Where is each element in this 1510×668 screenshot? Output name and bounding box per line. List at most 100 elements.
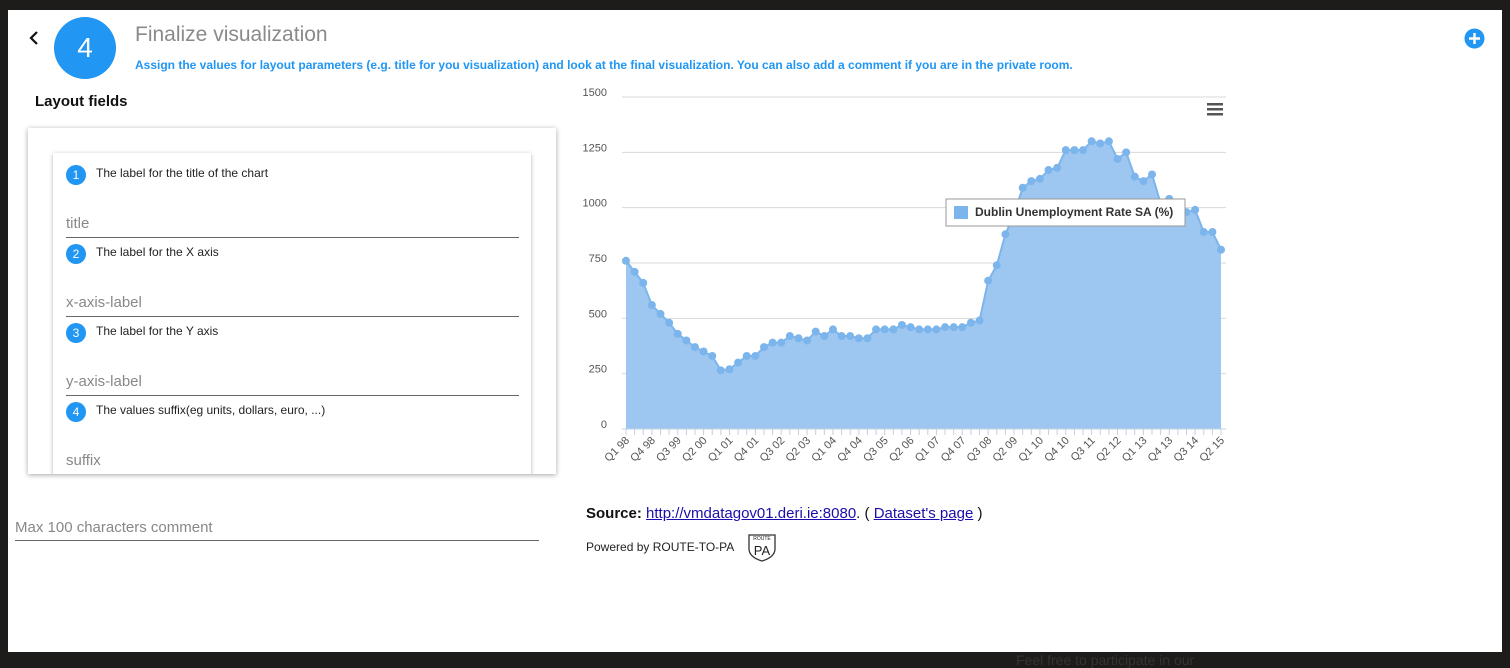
point — [958, 323, 967, 332]
field-underline — [66, 316, 519, 317]
background-text: Feel free to participate in our — [1016, 652, 1195, 668]
point — [1044, 166, 1053, 175]
point — [777, 338, 786, 347]
step-badge: 4 — [54, 17, 116, 79]
step-title: Finalize visualization — [135, 23, 328, 46]
logo: ROUTE PA — [748, 534, 776, 562]
y-tick-label: 1250 — [583, 142, 607, 154]
field-input[interactable]: x-axis-label — [66, 294, 142, 311]
x-tick-label: Q3 14 — [1172, 435, 1202, 465]
point — [1096, 139, 1105, 148]
legend-label: Dublin Unemployment Rate SA (%) — [975, 205, 1173, 219]
point — [699, 347, 708, 356]
point — [880, 325, 889, 334]
x-tick-label: Q4 04 — [835, 435, 865, 465]
y-tick-label: 1500 — [583, 87, 607, 99]
x-tick-label: Q3 08 — [965, 435, 995, 465]
y-tick-label: 1000 — [583, 198, 607, 210]
point — [665, 318, 674, 327]
point — [751, 351, 760, 360]
y-tick-label: 0 — [601, 419, 607, 431]
point — [846, 332, 855, 341]
field-label: The label for the X axis — [96, 245, 219, 259]
point — [811, 327, 820, 336]
point — [1139, 177, 1148, 186]
dataset-link[interactable]: Dataset's page — [873, 505, 974, 522]
field-underline — [66, 395, 519, 396]
point — [1122, 148, 1131, 157]
x-tick-label: Q4 10 — [1042, 435, 1072, 465]
point — [1130, 172, 1139, 181]
point — [906, 323, 915, 332]
field-label: The values suffix(eg units, dollars, eur… — [96, 403, 326, 417]
point — [639, 278, 648, 287]
legend-swatch — [954, 206, 968, 219]
add-button[interactable] — [1464, 28, 1485, 49]
point — [1217, 245, 1225, 254]
point — [647, 301, 656, 310]
point — [1061, 146, 1070, 155]
point — [872, 325, 881, 334]
point — [690, 343, 699, 352]
x-tick-label: Q2 06 — [887, 435, 917, 465]
y-tick-label: 750 — [589, 253, 607, 265]
point — [708, 351, 717, 360]
field-input[interactable]: suffix — [66, 452, 101, 469]
source-sep: . ( — [856, 505, 870, 522]
x-tick-label: Q2 09 — [990, 435, 1020, 465]
x-tick-label: Q2 00 — [680, 435, 710, 465]
point — [897, 320, 906, 329]
x-tick-label: Q4 07 — [939, 435, 969, 465]
comment-input[interactable]: Max 100 characters comment — [15, 519, 213, 536]
point — [915, 325, 924, 334]
point — [1027, 177, 1036, 186]
point — [785, 332, 794, 341]
point — [1191, 205, 1200, 214]
y-tick-label: 500 — [589, 308, 607, 320]
area — [626, 141, 1221, 429]
source-end: ) — [977, 505, 983, 522]
point — [837, 332, 846, 341]
source-link[interactable]: http://vmdatagov01.deri.ie:8080 — [646, 505, 857, 522]
x-tick-label: Q1 07 — [913, 435, 943, 465]
point — [949, 323, 958, 332]
fields-card: 1 The label for the title of the chart tit… — [53, 153, 531, 474]
point — [768, 338, 777, 347]
x-tick-label: Q2 12 — [1094, 435, 1124, 465]
field-number: 3 — [66, 323, 86, 343]
field-label: The label for the Y axis — [96, 324, 219, 338]
point — [863, 334, 872, 343]
point — [1199, 228, 1208, 237]
x-tick-label: Q3 02 — [758, 435, 788, 465]
point — [820, 332, 829, 341]
x-tick-label: Q1 98 — [602, 435, 632, 465]
y-tick-label: 250 — [589, 364, 607, 376]
x-tick-label: Q1 04 — [809, 435, 839, 465]
powered-by: Powered by ROUTE-TO-PA — [586, 540, 735, 554]
point — [682, 336, 691, 345]
comment-underline — [15, 540, 539, 541]
point — [1001, 230, 1010, 239]
point — [1113, 154, 1122, 163]
source-label: Source: — [586, 505, 642, 522]
legend-box — [945, 198, 1186, 227]
x-tick-label: Q1 01 — [706, 435, 736, 465]
x-tick-label: Q1 10 — [1016, 435, 1046, 465]
point — [1087, 137, 1096, 146]
field-input[interactable]: title — [66, 215, 90, 232]
point — [932, 325, 941, 334]
x-tick-label: Q2 15 — [1197, 435, 1227, 465]
point — [794, 334, 803, 343]
point — [966, 318, 975, 327]
step-subtitle: Assign the values for layout parameters … — [135, 58, 1073, 72]
back-button[interactable] — [24, 26, 44, 50]
field-number: 1 — [66, 165, 86, 185]
x-tick-label: Q4 98 — [628, 435, 658, 465]
menu-icon[interactable] — [1207, 103, 1223, 116]
point — [622, 256, 630, 265]
field-input[interactable]: y-axis-label — [66, 373, 142, 390]
point — [984, 276, 993, 285]
point — [803, 336, 812, 345]
point — [656, 309, 665, 318]
